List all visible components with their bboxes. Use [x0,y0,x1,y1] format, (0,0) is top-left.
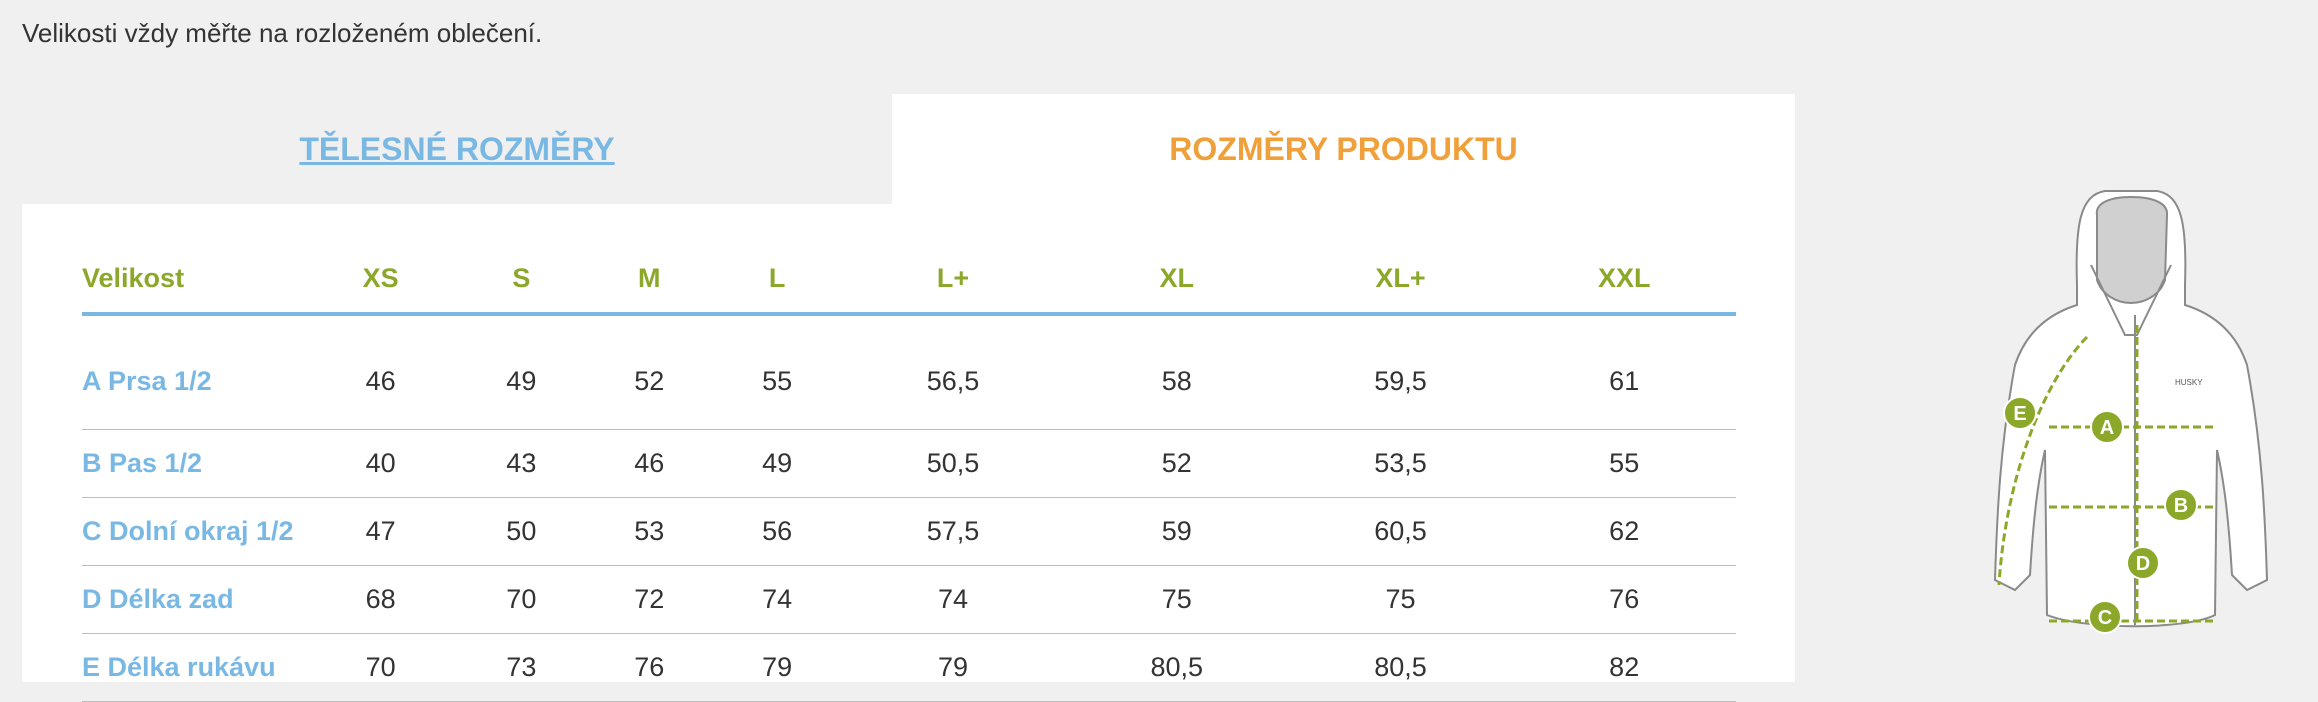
table-cell: 80,5 [1288,633,1513,702]
table-cell: 56 [713,497,842,566]
marker-c: C [2088,600,2122,634]
table-cell: 75 [1288,565,1513,634]
table-cell: 75 [1064,565,1289,634]
table-cell: 50 [457,497,586,566]
column-header: M [585,244,714,316]
table-cell: 76 [1512,565,1736,634]
tab-product-measurements[interactable]: ROZMĚRY PRODUKTU [892,94,1795,204]
row-label: D Délka zad [82,565,304,634]
table-cell: 58 [1064,314,1289,430]
table-row: C Dolní okraj 1/2 47 50 53 56 57,5 59 60… [82,497,1736,566]
column-header: XL [1064,244,1289,316]
row-label: A Prsa 1/2 [82,314,304,430]
table-cell: 76 [585,633,714,702]
size-table-panel: Velikost XS S M L L+ XL XL+ XXL A Prsa 1… [22,204,1795,702]
marker-e-label: E [2013,403,2026,425]
table-cell: 57,5 [841,497,1065,566]
table-row: A Prsa 1/2 46 49 52 55 56,5 58 59,5 61 [82,314,1736,430]
column-header: XXL [1512,244,1736,316]
table-cell: 52 [585,314,714,430]
table-cell: 59,5 [1288,314,1513,430]
table-cell: 53,5 [1288,429,1513,498]
table-row: E Délka rukávu 70 73 76 79 79 80,5 80,5 … [82,633,1736,702]
tab-body-measurements[interactable]: TĚLESNÉ ROZMĚRY [299,130,615,167]
table-cell: 70 [304,633,458,702]
table-cell: 74 [713,565,842,634]
table-cell: 82 [1512,633,1736,702]
table-cell: 79 [713,633,842,702]
table-cell: 47 [304,497,458,566]
column-header: L+ [841,244,1065,316]
marker-d-label: D [2136,553,2150,575]
marker-c-label: C [2098,607,2112,629]
row-label: E Délka rukávu [82,633,304,702]
table-cell: 55 [1512,429,1736,498]
table-cell: 52 [1064,429,1289,498]
table-cell: 68 [304,565,458,634]
intro-text: Velikosti vždy měřte na rozloženém obleč… [22,18,543,48]
table-cell: 79 [841,633,1065,702]
brand-logo: HUSKY [2175,378,2203,387]
table-cell: 59 [1064,497,1289,566]
marker-a: A [2090,410,2124,444]
table-row: B Pas 1/2 40 43 46 49 50,5 52 53,5 55 [82,429,1736,498]
table-cell: 49 [713,429,842,498]
measure-line-e [1997,335,2089,586]
table-cell: 46 [585,429,714,498]
table-row: D Délka zad 68 70 72 74 74 75 75 76 [82,565,1736,634]
marker-b-label: B [2174,495,2188,517]
table-cell: 50,5 [841,429,1065,498]
marker-b: B [2164,488,2198,522]
table-cell: 72 [585,565,714,634]
hood-inner [2095,195,2168,305]
row-label: C Dolní okraj 1/2 [82,497,304,566]
table-cell: 49 [457,314,586,430]
row-label: B Pas 1/2 [82,429,304,498]
table-cell: 61 [1512,314,1736,430]
table-cell: 53 [585,497,714,566]
size-table: Velikost XS S M L L+ XL XL+ XXL A Prsa 1… [82,244,1736,702]
table-cell: 73 [457,633,586,702]
table-cell: 62 [1512,497,1736,566]
column-header: XL+ [1288,244,1513,316]
jacket-outline [1993,190,2269,628]
marker-a-label: A [2100,417,2114,439]
table-cell: 56,5 [841,314,1065,430]
column-header: S [457,244,586,316]
table-cell: 60,5 [1288,497,1513,566]
column-header: XS [304,244,458,316]
table-cell: 80,5 [1064,633,1289,702]
column-header: Velikost [82,244,304,316]
table-cell: 55 [713,314,842,430]
collar [2090,264,2172,336]
column-header: L [713,244,842,316]
table-cell: 40 [304,429,458,498]
marker-e: E [2003,396,2037,430]
table-header-row: Velikost XS S M L L+ XL XL+ XXL [82,244,1736,316]
table-cell: 43 [457,429,586,498]
table-cell: 70 [457,565,586,634]
table-cell: 46 [304,314,458,430]
jacket-measurement-diagram: HUSKY A B C D E [1993,190,2269,634]
table-cell: 74 [841,565,1065,634]
marker-d: D [2126,546,2160,580]
